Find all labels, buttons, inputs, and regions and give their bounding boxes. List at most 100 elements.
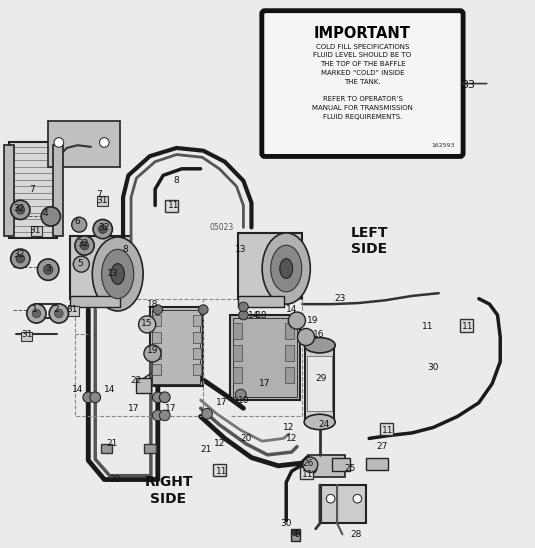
Text: 27: 27 (377, 442, 388, 451)
Text: 14: 14 (72, 385, 83, 393)
Text: 6: 6 (75, 218, 80, 226)
Bar (152, 364, 160, 375)
Text: 12: 12 (213, 439, 225, 448)
Circle shape (11, 249, 30, 269)
Circle shape (16, 254, 25, 263)
Bar (150, 307, 203, 386)
Bar (321, 485, 366, 523)
Text: 1: 1 (32, 305, 37, 314)
Circle shape (80, 241, 89, 250)
Text: 24: 24 (318, 420, 330, 429)
Circle shape (202, 408, 212, 419)
Circle shape (297, 328, 315, 346)
Bar (300, 467, 313, 479)
Ellipse shape (271, 245, 302, 292)
Text: 21: 21 (106, 439, 118, 448)
Text: 17: 17 (165, 404, 177, 413)
Text: 32: 32 (77, 239, 89, 248)
Bar (307, 356, 332, 411)
Text: 05023: 05023 (210, 223, 234, 232)
Bar (193, 315, 201, 326)
Bar (21, 332, 32, 341)
Text: 32: 32 (13, 250, 25, 259)
Bar (4, 145, 14, 236)
Text: 11: 11 (168, 201, 180, 210)
Text: 12: 12 (286, 434, 297, 443)
Circle shape (152, 410, 163, 421)
Bar (233, 318, 297, 397)
Text: 30: 30 (427, 363, 439, 372)
Circle shape (144, 345, 161, 362)
Text: 14: 14 (248, 311, 260, 319)
Bar (53, 145, 63, 236)
Bar (144, 444, 156, 453)
Text: 15: 15 (141, 319, 153, 328)
Circle shape (72, 217, 87, 232)
Ellipse shape (304, 338, 335, 353)
Circle shape (100, 138, 109, 147)
Bar (233, 323, 242, 339)
Text: 28: 28 (350, 530, 362, 539)
Text: 31: 31 (96, 196, 108, 204)
Text: 5: 5 (78, 259, 83, 267)
Bar (380, 423, 393, 435)
Text: 7: 7 (29, 185, 35, 193)
Ellipse shape (262, 233, 310, 304)
Text: LEFT
SIDE: LEFT SIDE (350, 226, 388, 256)
Ellipse shape (304, 414, 335, 430)
Circle shape (73, 256, 89, 272)
Bar (366, 458, 388, 470)
Circle shape (32, 309, 41, 318)
Circle shape (353, 494, 362, 503)
Ellipse shape (92, 237, 143, 311)
Circle shape (90, 392, 101, 403)
Bar (213, 464, 226, 476)
Circle shape (98, 225, 107, 233)
Text: 23: 23 (334, 294, 346, 303)
Text: 8: 8 (123, 245, 128, 254)
Text: 17: 17 (259, 379, 271, 388)
Ellipse shape (280, 259, 293, 278)
Circle shape (41, 207, 60, 226)
Circle shape (159, 392, 170, 403)
Text: 11: 11 (422, 322, 434, 330)
Circle shape (49, 304, 68, 323)
Circle shape (75, 236, 94, 255)
Text: 33: 33 (461, 80, 475, 90)
Bar (136, 378, 151, 393)
Text: RIGHT
SIDE: RIGHT SIDE (144, 475, 193, 506)
Text: 30: 30 (280, 519, 292, 528)
Circle shape (235, 389, 246, 400)
Circle shape (153, 305, 163, 315)
Text: 31: 31 (66, 305, 78, 314)
Text: 12: 12 (283, 423, 295, 432)
Text: 7: 7 (96, 190, 102, 199)
Bar (230, 315, 300, 400)
Text: 11: 11 (382, 426, 394, 435)
Bar (152, 348, 160, 359)
Circle shape (139, 316, 156, 333)
Circle shape (159, 410, 170, 421)
Text: 18: 18 (147, 300, 158, 309)
Circle shape (292, 529, 299, 536)
Circle shape (27, 304, 46, 323)
Circle shape (16, 206, 25, 214)
Bar (285, 323, 294, 339)
Bar (48, 121, 120, 167)
Bar (9, 142, 57, 238)
Text: 26: 26 (302, 459, 314, 467)
Text: 10: 10 (238, 396, 249, 404)
Text: 22: 22 (131, 376, 142, 385)
Text: 11: 11 (216, 467, 228, 476)
Text: 21: 21 (200, 445, 212, 454)
Bar (305, 345, 334, 422)
Text: 2: 2 (54, 305, 59, 314)
Text: 162593: 162593 (431, 144, 455, 149)
Circle shape (43, 265, 53, 275)
Text: IMPORTANT: IMPORTANT (314, 26, 411, 41)
Bar (31, 226, 42, 236)
Circle shape (37, 259, 59, 281)
Text: COLD FILL SPECIFICATIONS
FLUID LEVEL SHOULD BE TO
THE TOP OF THE BAFFLE
MARKED “: COLD FILL SPECIFICATIONS FLUID LEVEL SHO… (312, 44, 413, 119)
Text: 9: 9 (294, 530, 300, 539)
Text: 3: 3 (45, 264, 51, 273)
